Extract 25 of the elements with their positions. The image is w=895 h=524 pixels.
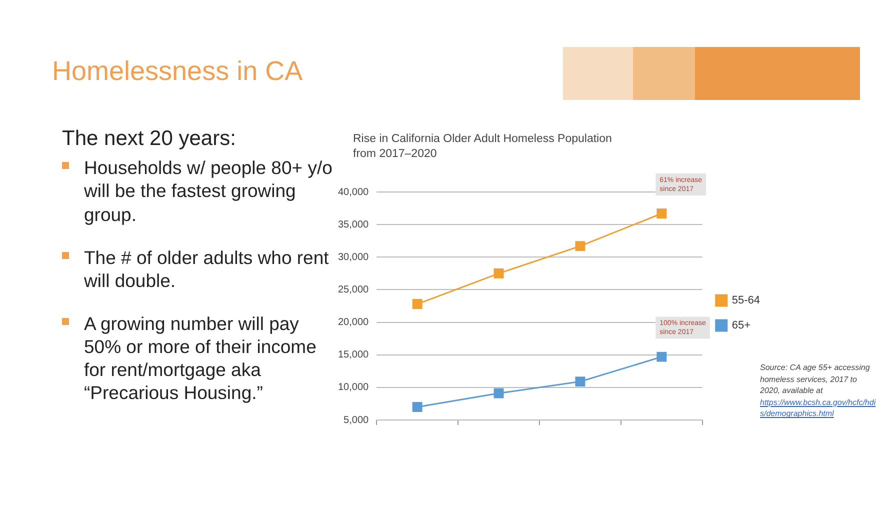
chart-subtitle: Rise in California Older Adult Homeless Population from 2017–2020 bbox=[353, 132, 613, 162]
y-tick-label: 5,000 bbox=[344, 414, 370, 426]
y-tick-label: 30,000 bbox=[338, 252, 370, 263]
text: Households w/ people 80+ y/o will be the fastest growing group. bbox=[83, 156, 334, 226]
y-tick-label: 25,000 bbox=[338, 284, 370, 296]
text: A growing number will pay 50% or more of their income for rent/mortgage aka “Precarious Housing.” bbox=[83, 312, 318, 404]
y-tick-label: 15,000 bbox=[338, 350, 370, 361]
text: The next 20 years: bbox=[62, 126, 237, 152]
chart-title: Homelessness in CA bbox=[52, 56, 303, 87]
point bbox=[412, 402, 422, 412]
y-tick-label: 20,000 bbox=[338, 317, 370, 328]
y-tick-label: 40,000 bbox=[338, 186, 370, 198]
text: The # of older adults who rent will double. bbox=[83, 246, 330, 292]
y-tick-label: 10,000 bbox=[338, 382, 370, 394]
point bbox=[575, 376, 586, 387]
source-note: Source: CA age 55+ accessing homeless services, 2017 to 2020, available at https://www.bcsh.ca.gov/hcfc/hdis/demographics.html bbox=[760, 362, 877, 420]
legend-label: 65+ bbox=[732, 320, 751, 332]
point bbox=[494, 388, 504, 398]
point bbox=[656, 208, 667, 218]
point bbox=[494, 268, 504, 278]
point bbox=[412, 299, 422, 310]
y-tick-label: 35,000 bbox=[338, 219, 370, 230]
point bbox=[575, 241, 586, 252]
legend-label: 55-64 bbox=[732, 294, 760, 307]
point bbox=[656, 352, 667, 362]
